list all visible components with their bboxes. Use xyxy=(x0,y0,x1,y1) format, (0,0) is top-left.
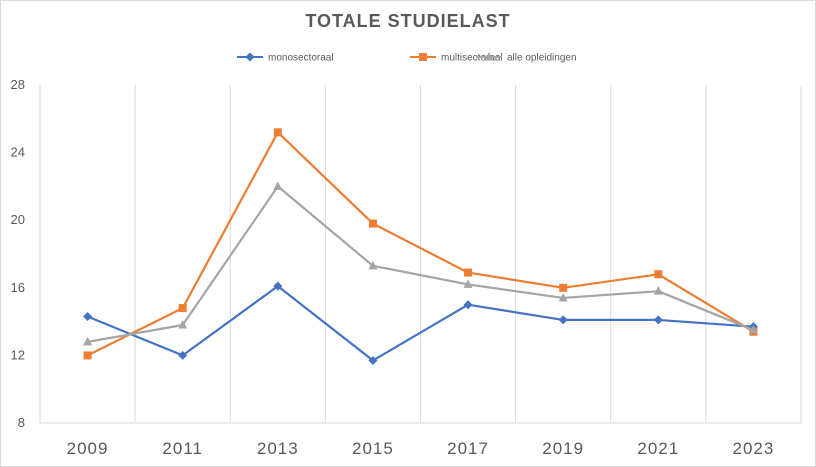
series-monosectoraal-point xyxy=(178,350,188,360)
series-alle-opleidingen-point xyxy=(748,325,758,334)
legend-label: alle opleidingen xyxy=(507,53,577,64)
legend-label: monosectoraal xyxy=(268,53,334,64)
y-tick-label: 20 xyxy=(11,212,25,227)
series-multisectoraal-point xyxy=(559,283,568,292)
y-tick-label: 12 xyxy=(11,347,25,362)
legend-label: multisectoraal xyxy=(441,53,503,64)
series-alle-opleidingen-point xyxy=(368,260,378,270)
x-tick-label: 2013 xyxy=(257,439,299,458)
series-alle-opleidingen-point xyxy=(83,336,93,346)
x-tick-label: 2009 xyxy=(67,439,109,458)
x-tick-label: 2019 xyxy=(542,439,584,458)
x-tick-label: 2015 xyxy=(352,439,394,458)
series-multisectoraal-point xyxy=(273,128,282,137)
y-tick-label: 24 xyxy=(11,145,25,160)
x-tick-label: 2023 xyxy=(733,439,775,458)
series-alle-opleidingen-point xyxy=(558,292,568,302)
y-tick-label: 16 xyxy=(11,280,25,295)
series-alle-opleidingen-point xyxy=(463,279,473,288)
legend-marker-0-point xyxy=(245,52,255,62)
series-monosectoraal-point xyxy=(558,315,568,325)
series-multisectoraal-point xyxy=(654,270,663,279)
y-tick-label: 28 xyxy=(11,77,25,92)
chart-title: TOTALE STUDIELAST xyxy=(305,11,511,31)
series-multisectoraal-point xyxy=(83,351,92,360)
series-monosectoraal-point xyxy=(273,281,283,291)
series-monosectoraal-point xyxy=(653,315,663,325)
legend-marker-2-point xyxy=(484,52,494,61)
x-tick-label: 2017 xyxy=(447,439,489,458)
series-alle-opleidingen-point xyxy=(178,319,188,329)
x-tick-label: 2021 xyxy=(637,439,679,458)
series-multisectoraal-point xyxy=(178,304,187,313)
series-multisectoraal-point xyxy=(464,268,473,277)
series-monosectoraal-point xyxy=(83,312,93,322)
series-alle-opleidingen-point xyxy=(653,286,663,295)
series-monosectoraal-point xyxy=(368,355,378,365)
series-multisectoraal-line xyxy=(87,131,755,357)
series-monosectoraal-point xyxy=(463,300,473,310)
y-tick-label: 8 xyxy=(18,415,25,430)
x-tick-label: 2011 xyxy=(162,439,203,458)
series-alle-opleidingen-line xyxy=(87,185,754,343)
series-monosectoraal-line xyxy=(87,285,754,362)
legend-marker-1-point xyxy=(419,53,427,61)
series-alle-opleidingen-point xyxy=(273,181,283,190)
series-multisectoraal-point xyxy=(368,219,377,228)
